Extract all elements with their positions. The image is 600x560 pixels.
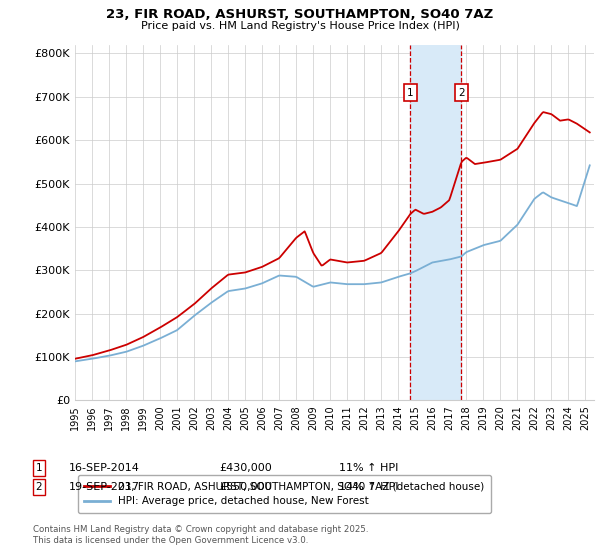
Text: 16-SEP-2014: 16-SEP-2014 [69,463,140,473]
Legend: 23, FIR ROAD, ASHURST, SOUTHAMPTON, SO40 7AZ (detached house), HPI: Average pric: 23, FIR ROAD, ASHURST, SOUTHAMPTON, SO40… [77,475,491,512]
Text: 1: 1 [35,463,43,473]
Bar [410,45,461,400]
Text: £430,000: £430,000 [219,463,272,473]
Text: 2: 2 [458,87,465,97]
Text: 11% ↑ HPI: 11% ↑ HPI [339,463,398,473]
Text: Price paid vs. HM Land Registry's House Price Index (HPI): Price paid vs. HM Land Registry's House … [140,21,460,31]
Text: 14% ↑ HPI: 14% ↑ HPI [339,482,398,492]
Text: 2: 2 [35,482,43,492]
Text: Contains HM Land Registry data © Crown copyright and database right 2025.
This d: Contains HM Land Registry data © Crown c… [33,525,368,545]
Text: 1: 1 [407,87,414,97]
Text: £550,000: £550,000 [219,482,272,492]
Text: 23, FIR ROAD, ASHURST, SOUTHAMPTON, SO40 7AZ: 23, FIR ROAD, ASHURST, SOUTHAMPTON, SO40… [106,8,494,21]
Text: 19-SEP-2017: 19-SEP-2017 [69,482,140,492]
